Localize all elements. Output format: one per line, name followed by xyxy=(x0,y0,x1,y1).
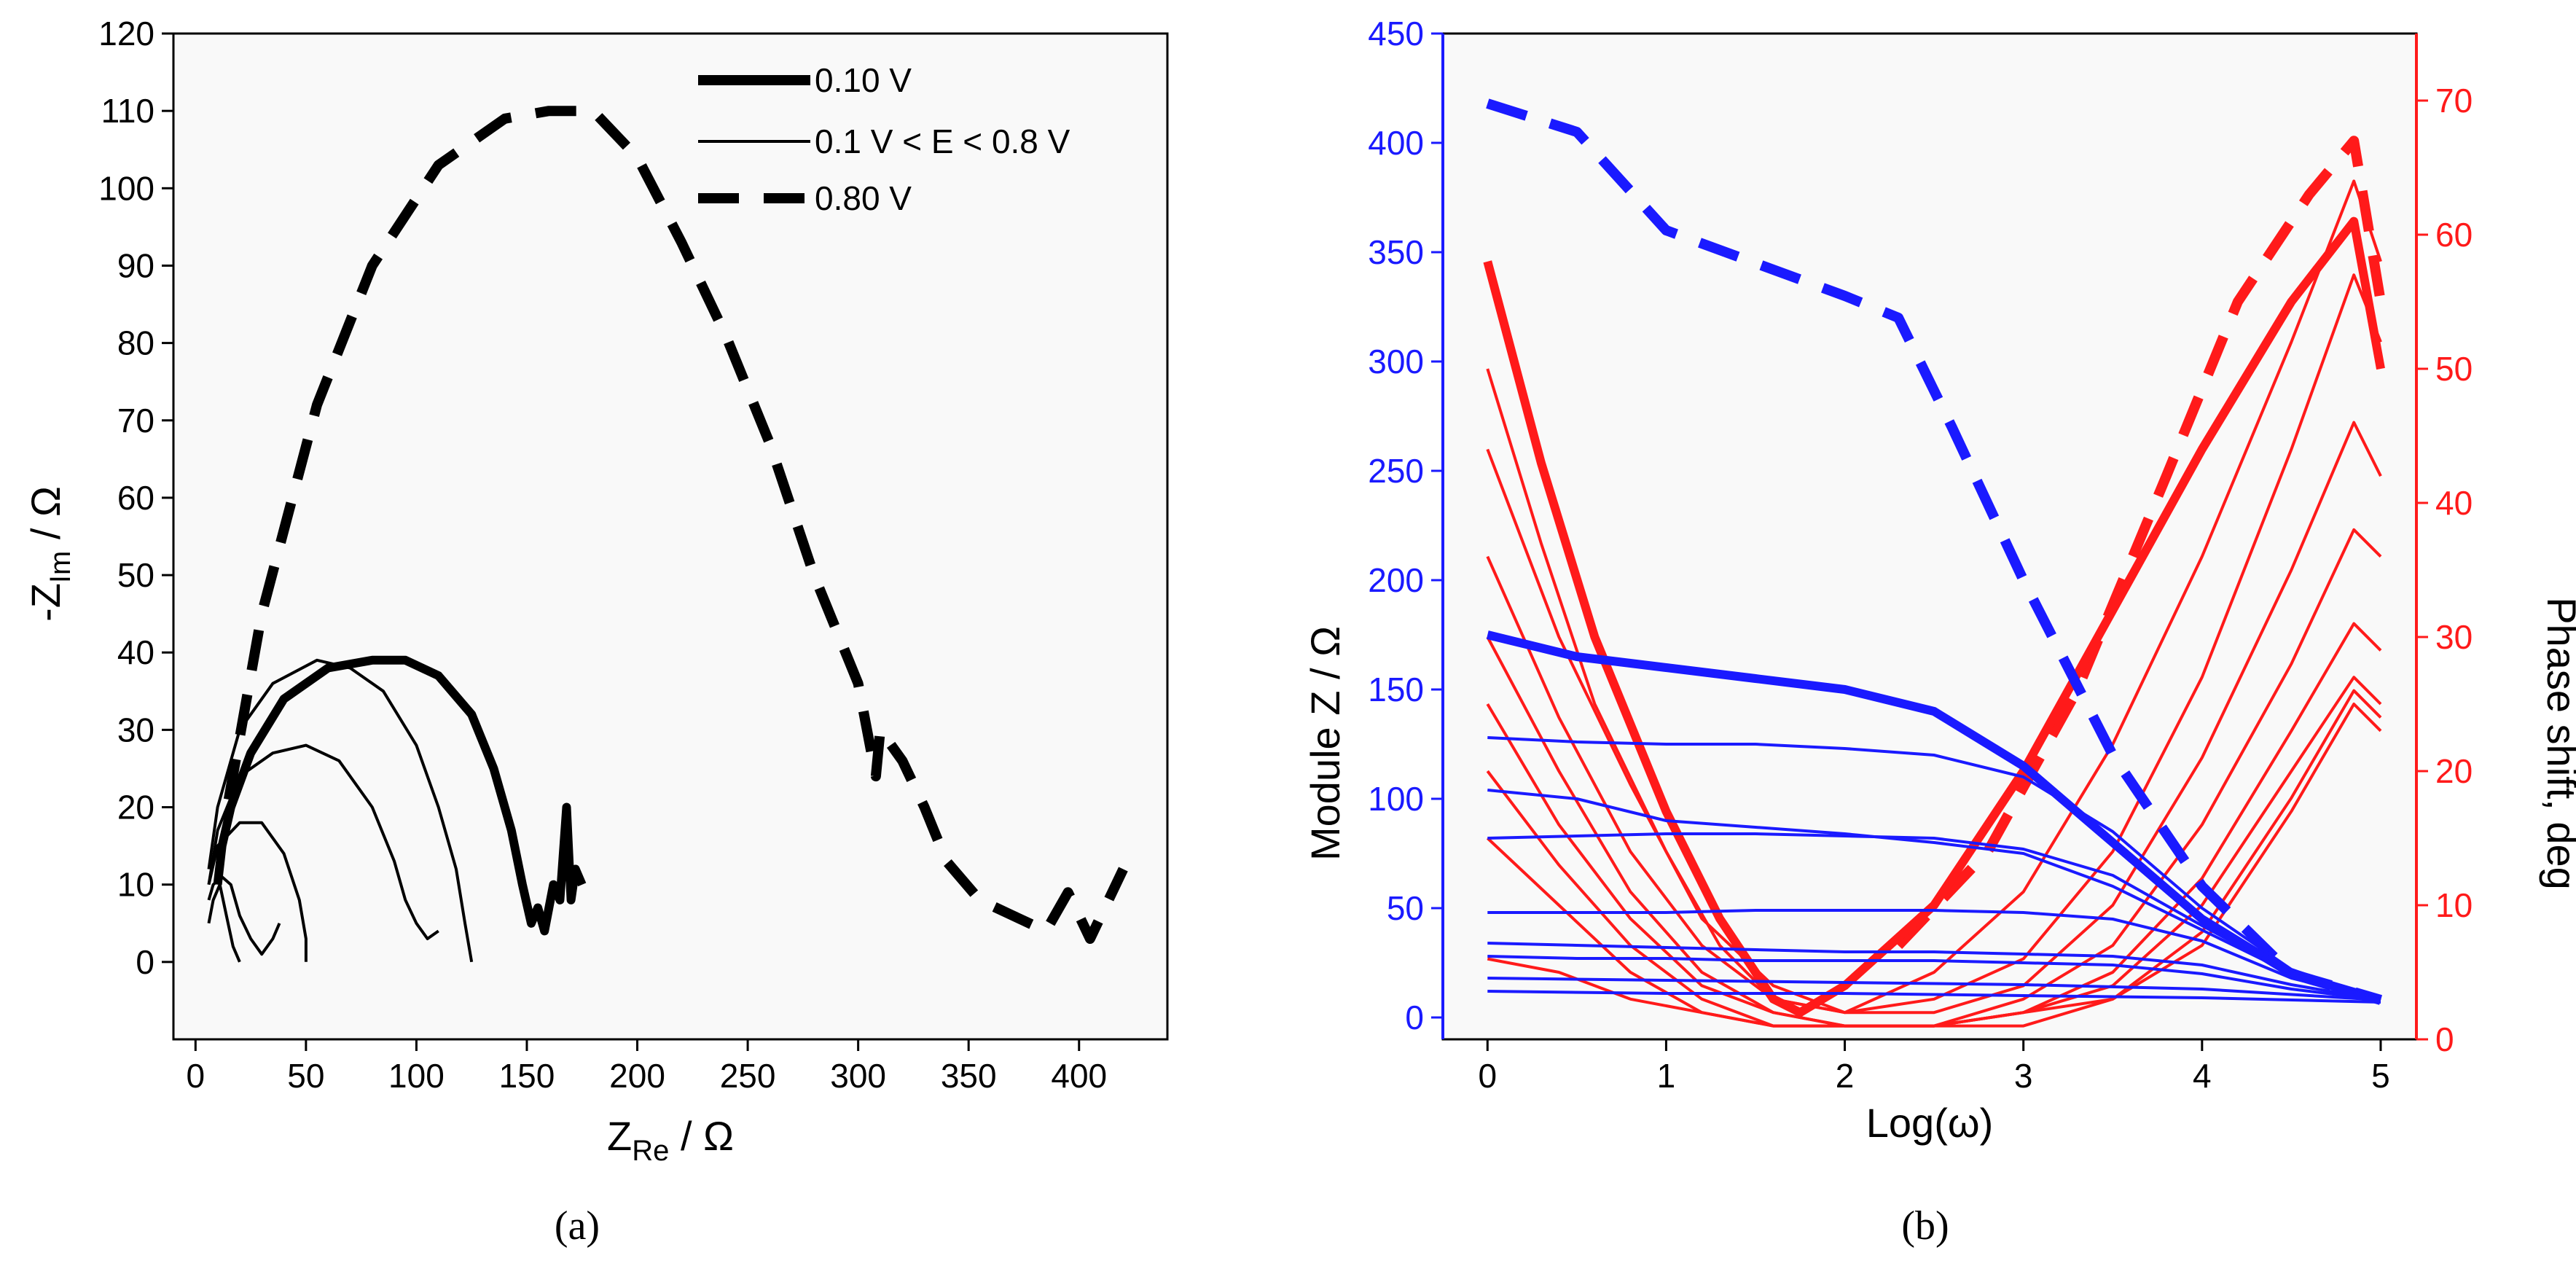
panel-b-xtick-label-5: 5 xyxy=(2371,1057,2390,1095)
panel-a-frame xyxy=(172,32,1169,1041)
panel-b-ytick-right-label-1: 10 xyxy=(2435,886,2473,924)
panel-b-ytick-left-label-4: 200 xyxy=(1368,561,1424,599)
legend-label-1: 0.1 V < E < 0.8 V xyxy=(815,122,1070,160)
panel-b-phase-series-4 xyxy=(1486,421,2382,1015)
panel-a-ytick-label-11: 110 xyxy=(101,92,154,130)
panel-b-ytick-left-label-2: 100 xyxy=(1368,780,1424,818)
panel-b-module-series-6 xyxy=(1487,942,2381,1001)
panel-a-series-0 xyxy=(213,655,587,936)
panel-a-xtick-label-1: 50 xyxy=(287,1057,324,1095)
panel-a-marks xyxy=(207,106,1128,963)
panel-a-xtick-label-3: 150 xyxy=(499,1057,555,1095)
panel-b-ytick-right-label-6: 60 xyxy=(2435,216,2473,254)
panel-a-ylabel: -ZIm / Ω xyxy=(23,486,77,622)
panel-b-module-series-9 xyxy=(1487,990,2381,1004)
panel-a-series-6 xyxy=(223,106,1128,944)
legend-label-2: 0.80 V xyxy=(815,179,912,217)
panel-b-phase-series-0 xyxy=(1895,136,2386,950)
panel-a-ytick-label-9: 90 xyxy=(117,246,154,284)
panel-b-frame xyxy=(1441,32,2418,1041)
panel-a-ytick-label-6: 60 xyxy=(117,479,154,517)
panel-b-module-series-3 xyxy=(1487,789,2381,1001)
panel-b-ytick-right-label-3: 30 xyxy=(2435,618,2473,656)
panel-a-xtick-label-7: 350 xyxy=(941,1057,997,1095)
panel-b-phase-series-3 xyxy=(1486,273,2382,1015)
panel-b-ytick-left-label-9: 450 xyxy=(1368,15,1424,52)
panel-b-module-series-2 xyxy=(1487,736,2381,1001)
panel-a-series-4 xyxy=(207,875,281,956)
panel-a-ytick-label-8: 80 xyxy=(117,324,154,362)
panel-b-ytick-left-label-6: 300 xyxy=(1368,343,1424,380)
panel-b-module-series-7 xyxy=(1487,955,2381,1001)
panel-a-ytick-label-5: 50 xyxy=(117,556,154,594)
panel-a-ytick-label-7: 70 xyxy=(117,402,154,439)
panel-b-xtick-label-0: 0 xyxy=(1478,1057,1497,1095)
panel-b-ytick-left-label-8: 400 xyxy=(1368,124,1424,162)
panel-a-ytick-label-2: 20 xyxy=(117,789,154,827)
panel-a-xtick-label-5: 250 xyxy=(720,1057,776,1095)
panel-a-caption: (a) xyxy=(555,1203,600,1249)
panel-a-xtick-label-6: 300 xyxy=(830,1057,886,1095)
legend-label-0: 0.10 V xyxy=(815,61,912,99)
panel-a-xtick-label-0: 0 xyxy=(187,1057,205,1095)
panel-b-module-series-8 xyxy=(1487,977,2381,1001)
panel-a-xlabel: ZRe / Ω xyxy=(607,1113,734,1167)
panel-b-ticks: 0 1 2 3 4 50501001502002503003504004500102030… xyxy=(1368,15,2473,1095)
panel-a-series-5 xyxy=(207,883,241,963)
panel-b-xtick-label-4: 4 xyxy=(2193,1057,2212,1095)
panel-a-series-3 xyxy=(207,821,308,962)
panel-a-xtick-label-4: 200 xyxy=(609,1057,665,1095)
panel-b-ytick-right-label-7: 70 xyxy=(2435,82,2473,120)
panel-b-ytick-left-label-5: 250 xyxy=(1368,452,1424,490)
panel-b-module-series-5 xyxy=(1487,909,2381,1001)
panel-a-xtick-label-2: 100 xyxy=(388,1057,445,1095)
panel-b-caption: (b) xyxy=(1901,1203,1949,1249)
panel-b-xtick-label-3: 3 xyxy=(2014,1057,2033,1095)
panel-b-ytick-right-label-0: 0 xyxy=(2435,1020,2454,1058)
panel-a-series-1 xyxy=(207,658,474,963)
panel-b-xtick-label-1: 1 xyxy=(1657,1057,1676,1095)
panel-b-module-series-4 xyxy=(1487,832,2381,1001)
panel-b-xlabel: Log(ω) xyxy=(1866,1100,1993,1146)
panel-b-ylabel-right: Phase shift, deg xyxy=(2539,597,2576,890)
panel-b-ytick-right-label-5: 50 xyxy=(2435,350,2473,388)
panel-b-module-series-1 xyxy=(1486,630,2382,1004)
panel-b-ylabel-left: Module Z / Ω xyxy=(1302,626,1348,861)
panel-b-ytick-right-label-4: 40 xyxy=(2435,484,2473,522)
panel-b-ytick-left-label-7: 350 xyxy=(1368,233,1424,271)
panel-b-phase-series-1 xyxy=(1483,216,2385,1017)
panel-b-ytick-left-label-3: 150 xyxy=(1368,671,1424,708)
panel-a-ytick-label-3: 30 xyxy=(117,711,154,749)
panel-a-ytick-label-4: 40 xyxy=(117,633,154,671)
panel-a-ytick-label-10: 100 xyxy=(98,169,154,207)
panel-a-ytick-label-1: 10 xyxy=(117,866,154,904)
panel-b-ytick-right-label-2: 20 xyxy=(2435,752,2473,790)
panel-a: 0 50 100 150 200 250 300 350 400 0 10 20 30 40 50 60 70 8… xyxy=(23,15,1169,1249)
panel-b-phase-series-9 xyxy=(1487,703,2382,1028)
panel-a-legend: 0.10 V 0.1 V < E < 0.8 V 0.80 V xyxy=(698,61,1070,217)
panel-b-ytick-left-label-0: 0 xyxy=(1405,999,1424,1036)
panel-a-ytick-label-0: 0 xyxy=(136,943,154,981)
panel-a-ytick-label-12: 120 xyxy=(98,15,154,52)
panel-a-xtick-label-8: 400 xyxy=(1051,1057,1107,1095)
panel-b-marks xyxy=(1483,98,2386,1028)
panel-b: 0 1 2 3 4 50501001502002503003504004500102030… xyxy=(1302,15,2576,1249)
panel-b-ytick-left-label-1: 50 xyxy=(1387,889,1424,927)
panel-b-module-series-0 xyxy=(1486,98,2382,1005)
panel-b-xtick-label-2: 2 xyxy=(1836,1057,1855,1095)
panel-a-ticks: 0 50 100 150 200 250 300 350 400 0 10 20 30 40 50 60 70 8… xyxy=(98,15,1107,1095)
panel-b-phase-series-2 xyxy=(1486,179,2382,1015)
